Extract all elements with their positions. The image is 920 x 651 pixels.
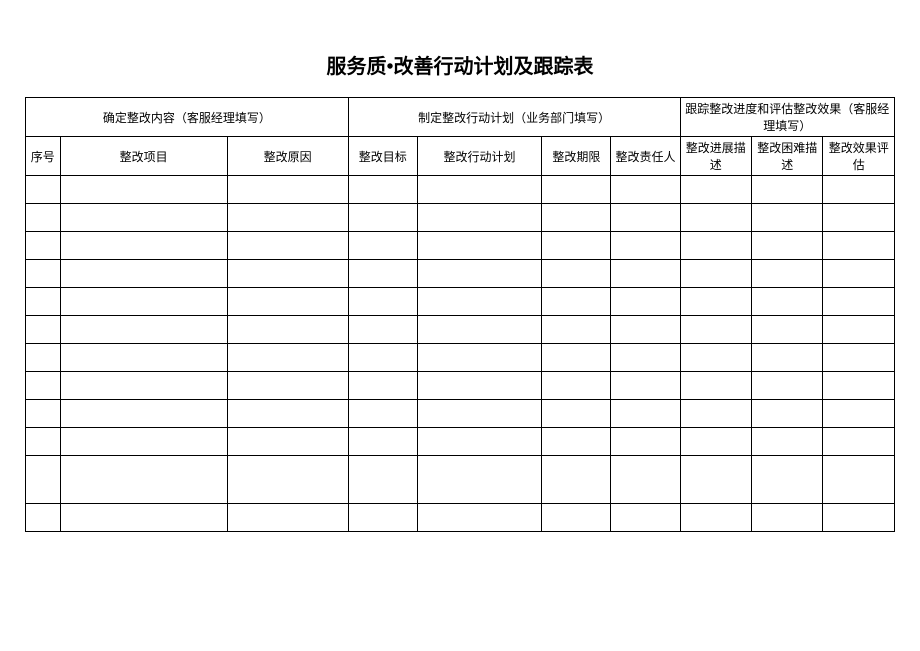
table-row [26,400,895,428]
table-body [26,176,895,532]
group-header-row: 确定整改内容（客服经理填写） 制定整改行动计划（业务部门填写） 跟踪整改进度和评… [26,98,895,137]
table-row [26,428,895,456]
table-row [26,456,895,504]
col-seq-header: 序号 [26,137,61,176]
column-header-row: 序号 整改项目 整改原因 整改目标 整改行动计划 整改期限 整改责任人 整改进展… [26,137,895,176]
group-header-1: 确定整改内容（客服经理填写） [26,98,349,137]
col-goal-header: 整改目标 [348,137,417,176]
table-row [26,372,895,400]
table-row [26,260,895,288]
col-reason-header: 整改原因 [227,137,348,176]
table-row [26,316,895,344]
table-row [26,344,895,372]
table-row [26,232,895,260]
col-item-header: 整改项目 [60,137,227,176]
group-header-3: 跟踪整改进度和评估整改效果（客服经理填写） [680,98,894,137]
action-plan-table: 确定整改内容（客服经理填写） 制定整改行动计划（业务部门填写） 跟踪整改进度和评… [25,97,895,532]
col-progress-header: 整改进展描述 [680,137,751,176]
col-owner-header: 整改责任人 [611,137,680,176]
col-difficulty-header: 整改困难描述 [752,137,823,176]
table-row [26,504,895,532]
col-effect-header: 整改效果评估 [823,137,895,176]
page-title: 服务质•改善行动计划及跟踪表 [25,50,895,79]
table-row [26,204,895,232]
group-header-2: 制定整改行动计划（业务部门填写） [348,98,680,137]
table-row [26,288,895,316]
col-period-header: 整改期限 [542,137,611,176]
table-row [26,176,895,204]
col-plan-header: 整改行动计划 [417,137,541,176]
